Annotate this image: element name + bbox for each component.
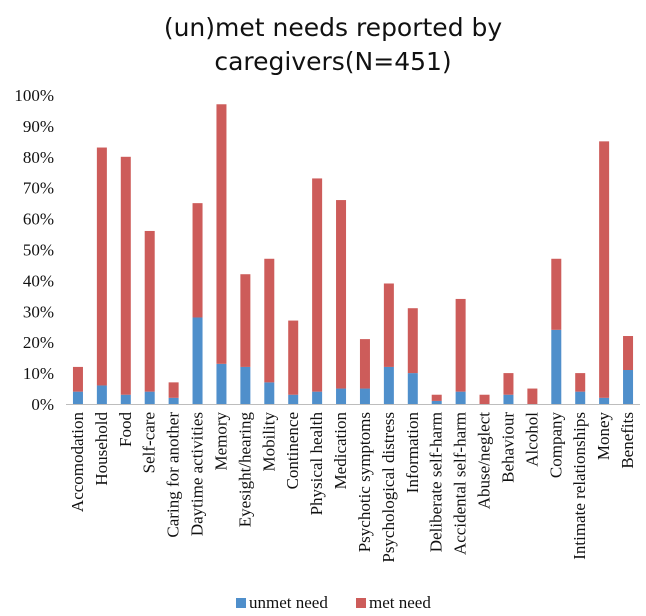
bar-met-3: [144, 230, 155, 392]
bar-met-5: [192, 203, 203, 318]
bar-unmet-8: [264, 382, 275, 404]
y-tick-label: 70%: [23, 179, 54, 198]
legend: unmet need met need: [236, 593, 431, 612]
x-axis: Accomodation Household Food Self-care Caring…: [66, 404, 640, 563]
bar-met-7: [240, 274, 251, 367]
x-tick-label: Deliberate self-harm: [427, 412, 446, 552]
x-tick-label: Memory: [211, 412, 230, 471]
chart-title-line-2: caregivers(N=451): [214, 47, 451, 76]
x-tick-label: Continence: [283, 412, 302, 489]
bar-met-20: [551, 258, 562, 330]
y-tick-label: 90%: [23, 117, 54, 136]
x-tick-label: Intimate relationships: [570, 412, 589, 560]
bar-unmet-23: [623, 370, 634, 404]
bar-met-13: [383, 283, 394, 367]
bar-met-2: [120, 156, 131, 395]
legend-label-0: unmet need: [249, 593, 328, 612]
bar-met-22: [599, 141, 610, 398]
bar-met-0: [72, 366, 83, 392]
legend-label-1: met need: [369, 593, 431, 612]
bar-unmet-7: [240, 366, 251, 404]
bar-unmet-5: [192, 317, 203, 404]
bar-unmet-1: [96, 385, 107, 404]
bar-met-15: [431, 394, 442, 401]
bar-unmet-11: [336, 388, 347, 404]
x-tick-label: Eyesight/hearing: [235, 412, 254, 528]
bar-met-12: [359, 339, 370, 389]
y-tick-label: 60%: [23, 210, 54, 229]
x-tick-label: Caring for another: [164, 412, 183, 538]
bar-unmet-21: [575, 391, 586, 404]
x-tick-label: Physical health: [307, 412, 326, 516]
bar-met-10: [312, 178, 323, 392]
y-tick-label: 30%: [23, 302, 54, 321]
x-tick-label: Benefits: [618, 412, 637, 469]
bar-unmet-13: [383, 366, 394, 404]
bar-met-16: [455, 298, 466, 392]
bar-unmet-18: [503, 394, 514, 404]
y-axis: 0% 10% 20% 30% 40% 50% 60% 70% 80% 90% 100%: [14, 86, 54, 414]
bar-unmet-4: [168, 397, 179, 404]
bar-unmet-6: [216, 363, 227, 404]
x-tick-label: Alcohol: [522, 412, 541, 467]
x-tick-label: Food: [116, 412, 135, 447]
bar-met-1: [96, 147, 107, 386]
x-tick-label: Daytime activities: [188, 412, 207, 536]
bar-unmet-22: [599, 397, 610, 404]
x-tick-label: Household: [92, 412, 111, 486]
bar-met-19: [527, 388, 538, 404]
y-tick-label: 80%: [23, 148, 54, 167]
bar-met-6: [216, 104, 227, 364]
bar-unmet-0: [72, 391, 83, 404]
legend-swatch-0: [236, 598, 246, 608]
y-tick-label: 10%: [23, 364, 54, 383]
x-tick-label: Medication: [331, 412, 350, 490]
bar-met-8: [264, 258, 275, 383]
y-tick-label: 100%: [14, 86, 54, 105]
bar-met-21: [575, 373, 586, 392]
x-tick-label: Accidental self-harm: [451, 412, 470, 555]
bar-unmet-2: [120, 394, 131, 404]
legend-swatch-1: [356, 598, 366, 608]
y-tick-label: 40%: [23, 271, 54, 290]
bar-met-11: [336, 200, 347, 389]
chart-title-line-1: (un)met needs reported by: [164, 13, 503, 42]
bar-met-14: [407, 308, 418, 374]
bars: [72, 104, 634, 404]
bar-unmet-16: [455, 391, 466, 404]
x-tick-label: Psychotic symptoms: [355, 412, 374, 552]
bar-unmet-3: [144, 391, 155, 404]
bar-unmet-9: [288, 394, 299, 404]
x-tick-label: Accomodation: [68, 412, 87, 513]
x-tick-label: Psychological distress: [379, 412, 398, 563]
bar-met-18: [503, 373, 514, 395]
x-tick-label: Information: [403, 412, 422, 494]
bar-unmet-15: [431, 400, 442, 404]
x-tick-label: Behaviour: [498, 412, 517, 483]
y-tick-label: 0%: [31, 395, 54, 414]
y-tick-label: 20%: [23, 333, 54, 352]
bar-unmet-20: [551, 329, 562, 404]
x-tick-label: Mobility: [259, 412, 278, 472]
bar-met-17: [479, 394, 490, 404]
x-tick-label: Money: [594, 412, 613, 461]
x-tick-label: Company: [546, 412, 565, 479]
x-tick-label: Abuse/neglect: [475, 412, 494, 510]
bar-unmet-14: [407, 373, 418, 404]
bar-met-23: [623, 336, 634, 371]
x-tick-label: Self-care: [140, 412, 159, 473]
bar-met-9: [288, 320, 299, 395]
y-tick-label: 50%: [23, 241, 54, 260]
bar-met-4: [168, 382, 179, 398]
bar-unmet-10: [312, 391, 323, 404]
bar-unmet-12: [359, 388, 370, 404]
